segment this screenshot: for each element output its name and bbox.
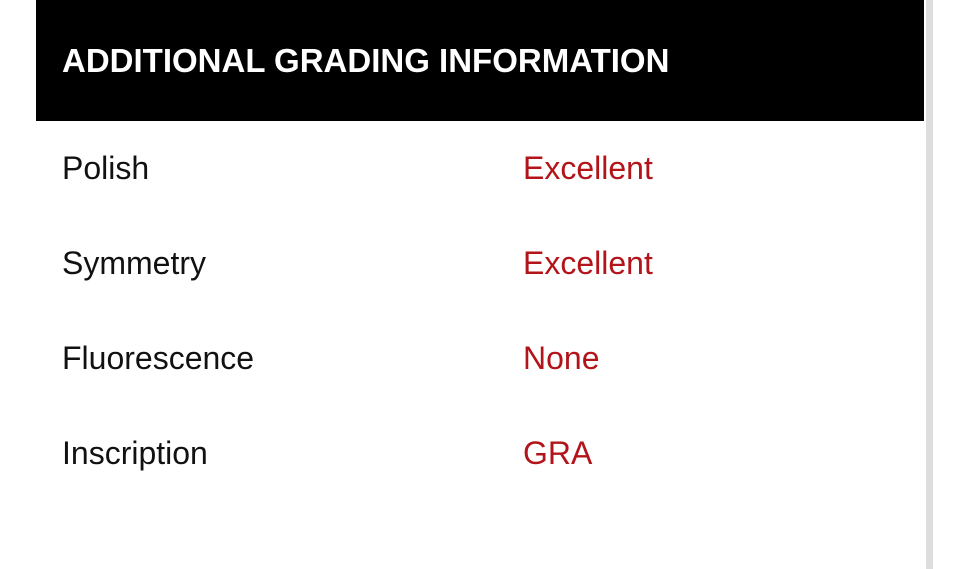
table-row: Polish Excellent (36, 121, 924, 216)
table-row: Fluorescence None (36, 311, 924, 406)
row-label: Polish (62, 150, 150, 186)
row-value: Excellent (523, 245, 653, 281)
panel-header: ADDITIONAL GRADING INFORMATION (36, 0, 924, 121)
row-label: Fluorescence (62, 340, 255, 376)
row-value: GRA (523, 435, 593, 471)
row-value: Excellent (523, 150, 653, 186)
row-label: Symmetry (62, 245, 206, 281)
row-value: None (523, 340, 600, 376)
table-row: Inscription GRA (36, 406, 924, 501)
table-row: Symmetry Excellent (36, 216, 924, 311)
row-label: Inscription (62, 435, 208, 471)
grading-panel: ADDITIONAL GRADING INFORMATION Polish Exc… (36, 0, 924, 569)
scrollbar (926, 0, 933, 569)
